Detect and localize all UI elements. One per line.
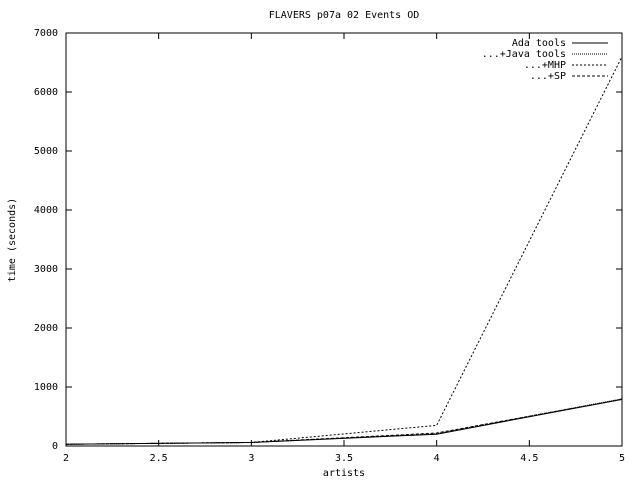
x-tick-label: 4.5 [520,453,538,464]
x-tick-label: 2 [63,453,69,464]
x-tick-label: 2.5 [150,453,168,464]
legend-label: ...+MHP [524,60,566,71]
legend-label: ...+Java tools [482,49,566,60]
x-axis-label: artists [323,468,365,479]
y-tick-label: 0 [52,441,58,452]
x-tick-label: 4 [434,453,440,464]
x-tick-label: 3.5 [335,453,353,464]
y-tick-label: 5000 [34,146,58,157]
y-tick-label: 4000 [34,205,58,216]
y-tick-label: 3000 [34,264,58,275]
legend-label: Ada tools [512,38,566,49]
y-axis-label: time (seconds) [7,198,18,282]
chart-title: FLAVERS p07a 02 Events OD [269,10,420,21]
y-tick-label: 2000 [34,323,58,334]
y-tick-label: 7000 [34,28,58,39]
y-tick-label: 6000 [34,87,58,98]
y-tick-label: 1000 [34,382,58,393]
x-tick-label: 5 [619,453,625,464]
series-line [65,398,623,445]
legend-label: ...+SP [530,71,566,82]
x-tick-label: 3 [248,453,254,464]
